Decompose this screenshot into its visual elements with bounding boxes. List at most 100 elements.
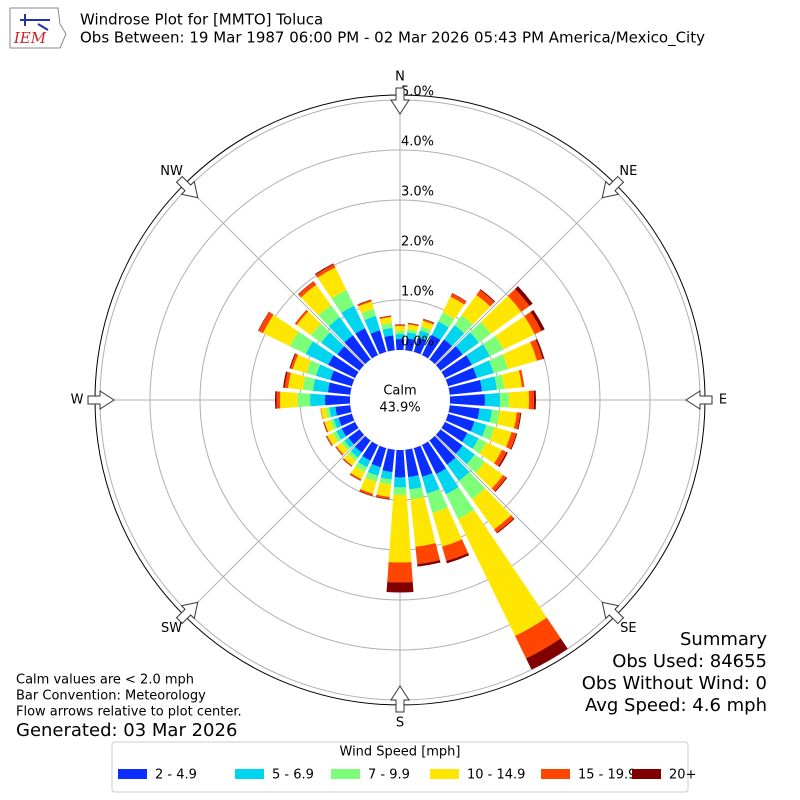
- ring-label: 3.0%: [401, 185, 434, 200]
- arrow-shape: [390, 685, 410, 713]
- summary-line: Avg Speed: 4.6 mph: [585, 695, 767, 716]
- wedge: [296, 311, 321, 336]
- wedge: [429, 339, 453, 365]
- wedge: [489, 409, 500, 425]
- grid-spoke: [183, 183, 401, 401]
- wedge: [394, 325, 406, 327]
- wedge: [379, 477, 392, 485]
- wedge: [257, 311, 270, 331]
- wedge: [479, 442, 503, 464]
- wedge: [462, 432, 479, 449]
- wedge: [436, 468, 459, 495]
- wedge: [407, 324, 419, 332]
- wedge: [394, 326, 406, 332]
- wedge: [482, 424, 495, 441]
- wedge: [442, 539, 469, 562]
- wedge: [515, 617, 561, 659]
- wedge: [321, 332, 345, 355]
- wedge: [327, 382, 352, 395]
- wedge: [448, 405, 480, 420]
- grid-spoke: [399, 399, 617, 617]
- wedge: [335, 446, 343, 456]
- wedge: [395, 331, 405, 335]
- wedge: [413, 445, 433, 477]
- wedge: [432, 507, 463, 547]
- wedge: [530, 339, 543, 361]
- wedge: [320, 407, 328, 420]
- wedge: [410, 497, 436, 547]
- wedge: [518, 369, 525, 388]
- wedge: [530, 309, 545, 331]
- flow-arrow: [175, 175, 199, 199]
- wedge: [301, 284, 331, 316]
- wedge: [329, 406, 337, 418]
- wedge: [355, 328, 379, 359]
- wedge: [384, 335, 395, 352]
- legend-label: 10 - 14.9: [467, 768, 525, 783]
- wedge: [336, 428, 347, 440]
- wedge: [533, 390, 536, 410]
- wedge: [438, 312, 455, 328]
- wedge: [405, 338, 415, 352]
- wedge: [408, 475, 422, 490]
- wedge: [357, 299, 372, 305]
- wedge: [344, 335, 371, 365]
- flow-arrow: [601, 601, 625, 625]
- ring-label: 4.0%: [401, 135, 434, 150]
- wedge: [419, 326, 432, 334]
- wedge: [502, 342, 537, 369]
- wedge: [318, 304, 340, 327]
- wedge: [280, 391, 298, 409]
- wedge: [421, 334, 441, 359]
- wedge: [348, 429, 365, 445]
- wedge: [343, 453, 356, 466]
- wedge: [431, 321, 449, 340]
- wedge: [448, 380, 483, 395]
- wedge: [473, 360, 494, 378]
- note: Calm values are < 2.0 mph: [16, 673, 194, 688]
- wedge: [303, 376, 316, 391]
- wedge: [395, 339, 405, 351]
- wedge: [328, 355, 359, 379]
- wedge: [413, 337, 427, 355]
- wedge: [315, 364, 334, 381]
- compass-label: SE: [620, 621, 636, 636]
- wedge: [484, 393, 500, 407]
- wedge: [421, 320, 434, 331]
- logo-text: IEM: [13, 29, 47, 47]
- wedge: [526, 638, 568, 670]
- wedge: [349, 472, 362, 481]
- wedge: [450, 293, 467, 305]
- wedge: [461, 294, 491, 325]
- legend-swatch: [235, 769, 264, 779]
- flow-arrow: [601, 175, 625, 199]
- wedge: [358, 301, 374, 314]
- wedge: [498, 451, 508, 468]
- calm-value: 43.9%: [379, 401, 420, 416]
- wedge: [276, 391, 281, 409]
- legend-label: 20+: [669, 768, 696, 783]
- wedge: [470, 421, 487, 437]
- compass-label: SW: [161, 621, 182, 636]
- legend-swatch: [331, 769, 360, 779]
- arrow-shape: [87, 390, 115, 410]
- wedge: [325, 407, 332, 419]
- compass-label: W: [71, 393, 84, 408]
- wedge: [472, 438, 487, 454]
- wedge: [499, 392, 509, 408]
- wedge: [350, 446, 362, 458]
- wedge: [482, 335, 504, 357]
- wedge: [332, 431, 342, 442]
- compass-label: E: [719, 393, 727, 408]
- wedge: [359, 490, 373, 497]
- wedge: [415, 543, 440, 565]
- wedge: [382, 448, 395, 473]
- wedge: [297, 392, 311, 408]
- wedge: [341, 305, 365, 334]
- wedge: [458, 509, 547, 636]
- wedge: [395, 334, 405, 340]
- wedge: [379, 316, 392, 325]
- wedge: [421, 441, 447, 475]
- wedge: [330, 419, 337, 430]
- wedge: [394, 449, 406, 478]
